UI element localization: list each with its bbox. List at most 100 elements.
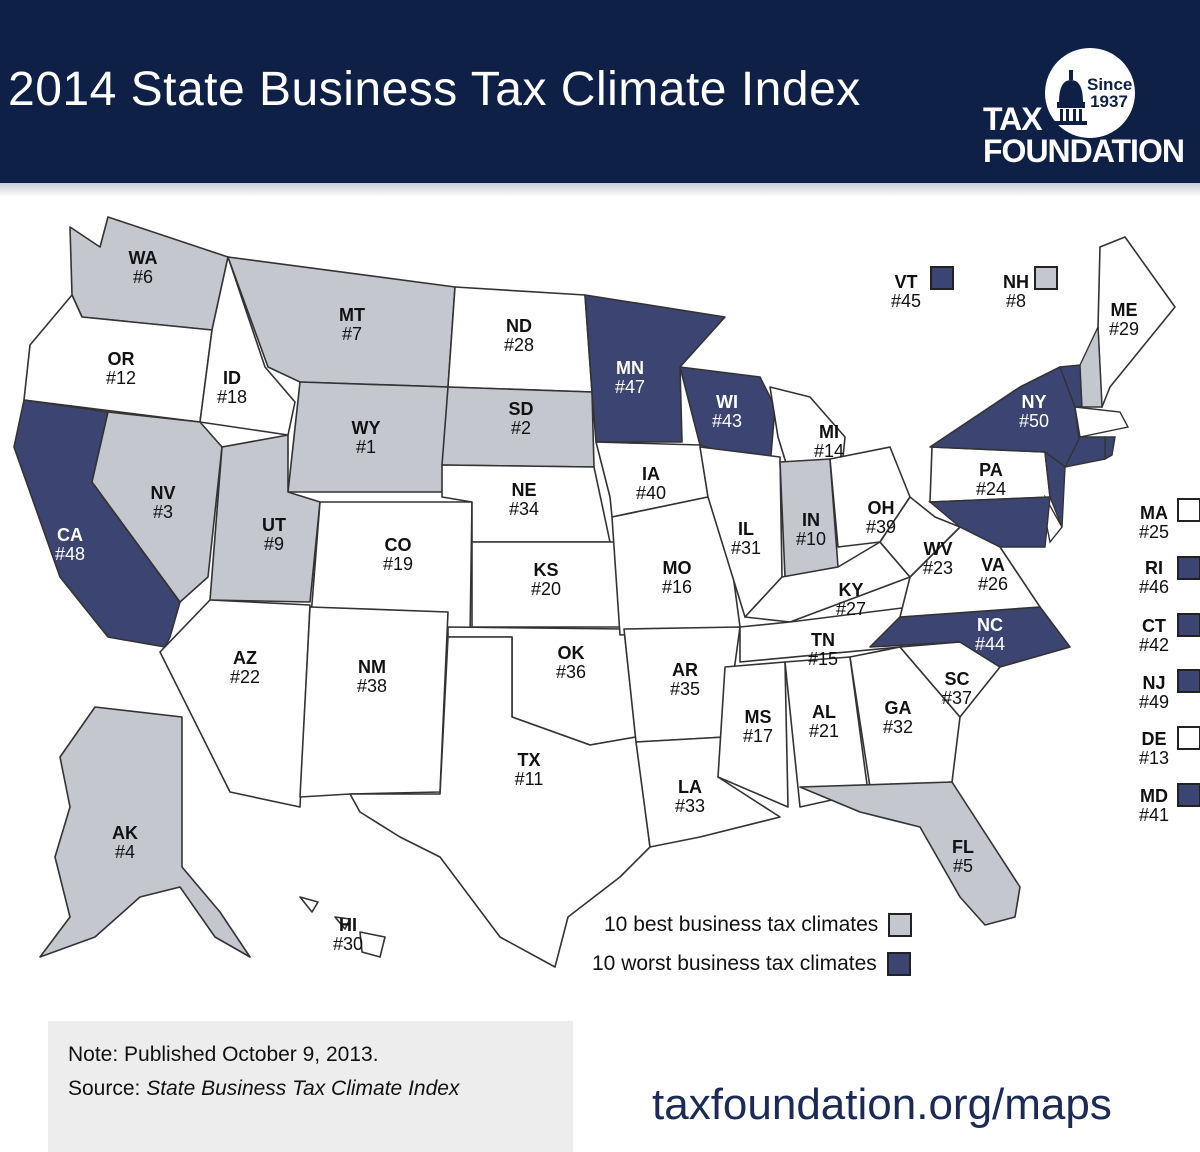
state-abbr: CA [56, 525, 83, 545]
callout-rank: #45 [890, 291, 922, 311]
state-label-ks: KS #20 [531, 561, 561, 599]
state-label-tx: TX #11 [515, 751, 544, 789]
state-rank: #43 [711, 411, 743, 431]
state-abbr: WY [351, 418, 381, 438]
state-label-nc: NC #44 [975, 616, 1005, 654]
state-shape-wv [879, 496, 961, 578]
callout-rank: #8 [1005, 291, 1027, 311]
state-rank: #37 [941, 688, 973, 708]
logo-since-text: Since 1937 [1087, 75, 1133, 111]
state-rank: #24 [975, 479, 1007, 499]
logo-tax-text: TAX [983, 101, 1043, 137]
state-rank: #3 [152, 502, 174, 522]
callout-label-md: MD #41 [1139, 787, 1169, 825]
state-shape-wi [679, 366, 776, 468]
state-abbr: TN [810, 630, 835, 650]
callout-label-vt: VT #45 [891, 273, 921, 311]
state-abbr: HI [338, 915, 357, 935]
state-rank: #39 [865, 517, 897, 537]
state-abbr: NM [357, 657, 386, 677]
legend-best: 10 best business tax climates [604, 913, 913, 937]
page-title: 2014 State Business Tax Climate Index [8, 63, 861, 116]
legend-worst-swatch [886, 952, 911, 976]
note-source: Source: State Business Tax Climate Index [68, 1077, 460, 1100]
state-abbr: KY [838, 580, 864, 600]
state-rank: #11 [514, 769, 544, 789]
state-abbr: PA [979, 460, 1003, 480]
state-rank: #5 [952, 856, 974, 876]
state-abbr: WA [128, 248, 158, 268]
legend-best-label: 10 best business tax climates [604, 913, 879, 936]
state-label-wa: WA #6 [129, 249, 158, 287]
callout-rank: #46 [1138, 577, 1170, 597]
state-rank: #19 [382, 554, 414, 574]
state-abbr: TX [517, 750, 541, 770]
legend-worst-label: 10 worst business tax climates [592, 952, 877, 975]
state-rank: #10 [795, 529, 827, 549]
state-label-mo: MO #16 [662, 559, 692, 597]
map-shapes [13, 216, 1176, 968]
state-rank: #6 [132, 267, 154, 287]
state-abbr: OK [557, 643, 585, 663]
state-label-id: ID #18 [217, 369, 247, 407]
state-label-or: OR #12 [106, 350, 136, 388]
state-abbr: OH [867, 498, 895, 518]
note-box: Note: Published October 9, 2013. Source:… [48, 1021, 573, 1152]
callout-label-nh: NH #8 [1003, 273, 1029, 311]
callout-swatch-ri [1177, 556, 1200, 580]
state-shape-ma [1074, 406, 1130, 438]
state-rank: #36 [555, 662, 587, 682]
state-rank: #16 [661, 577, 693, 597]
state-shape-md [928, 496, 1051, 548]
state-abbr: AR [671, 660, 698, 680]
state-rank: #1 [355, 437, 377, 457]
header-divider [0, 183, 1200, 197]
state-abbr: IA [641, 464, 660, 484]
legend-worst: 10 worst business tax climates [592, 952, 911, 976]
state-abbr: AL [811, 702, 836, 722]
state-label-ok: OK #36 [556, 644, 586, 682]
state-abbr: MT [339, 305, 365, 325]
callout-abbr: VT [894, 272, 918, 292]
state-rank: #32 [882, 717, 914, 737]
state-rank: #9 [263, 534, 285, 554]
state-label-ms: MS #17 [743, 708, 773, 746]
callout-swatch-ma [1177, 498, 1200, 522]
state-abbr: WI [715, 392, 738, 412]
state-shape-ct [1063, 436, 1106, 468]
state-abbr: SC [944, 669, 970, 689]
state-rank: #4 [114, 842, 136, 862]
state-rank: #48 [54, 544, 86, 564]
callout-abbr: NH [1003, 272, 1029, 292]
state-label-mt: MT #7 [339, 306, 365, 344]
header-banner: 2014 State Business Tax Climate Index Si… [0, 0, 1200, 183]
state-label-al: AL #21 [809, 703, 839, 741]
state-rank: #17 [742, 726, 774, 746]
us-map: WA #6 OR #12 CA #48 ID #18 NV #3 MT #7 WY #1 UT #9 CO #19… [0, 197, 1200, 1017]
state-label-hi: HI #30 [333, 916, 363, 954]
logo-foundation-text: FOUNDATION [983, 133, 1185, 169]
state-label-ia: IA #40 [636, 465, 666, 503]
state-shape-nv [91, 411, 223, 603]
callout-abbr: CT [1141, 616, 1166, 636]
state-label-sd: SD #2 [508, 400, 533, 438]
state-label-in: IN #10 [796, 511, 826, 549]
state-shape-ms [717, 661, 789, 808]
state-label-mn: MN #47 [615, 359, 645, 397]
state-abbr: FL [952, 837, 974, 857]
state-label-wv: WV #23 [923, 540, 953, 578]
state-abbr: KS [533, 560, 559, 580]
state-rank: #14 [813, 441, 845, 461]
source-url[interactable]: taxfoundation.org/maps [652, 1080, 1112, 1129]
state-abbr: NE [511, 480, 537, 500]
state-label-nm: NM #38 [357, 658, 387, 696]
state-rank: #50 [1018, 411, 1050, 431]
state-abbr: NV [150, 483, 176, 503]
state-label-ut: UT #9 [262, 516, 286, 554]
state-shape-ri [1104, 436, 1116, 461]
state-label-nv: NV #3 [150, 484, 175, 522]
state-rank: #21 [808, 721, 840, 741]
state-rank: #35 [669, 679, 701, 699]
state-label-nd: ND #28 [504, 317, 534, 355]
state-rank: #2 [510, 418, 532, 438]
